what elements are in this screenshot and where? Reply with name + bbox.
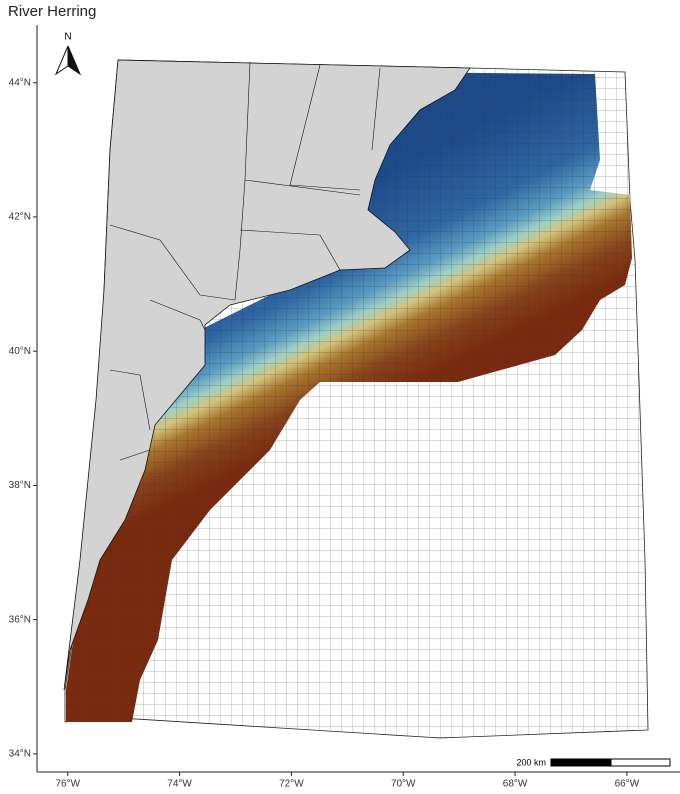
y-tick-label: 42°N	[9, 212, 31, 223]
x-tick-label: 70°W	[391, 779, 416, 790]
y-tick-label: 38°N	[9, 480, 31, 491]
map-body	[63, 59, 649, 739]
scale-bar: 200 km	[516, 757, 671, 767]
x-tick-label: 76°W	[55, 779, 80, 790]
land	[63, 59, 471, 691]
y-tick-label: 44°N	[9, 77, 31, 88]
north-label: N	[64, 32, 71, 43]
scale-label: 200 km	[516, 757, 546, 767]
north-arrow-right	[67, 45, 82, 76]
x-tick-label: 72°W	[279, 779, 304, 790]
x-tick-label: 74°W	[167, 779, 192, 790]
north-arrow: N	[54, 32, 82, 76]
y-tick-label: 40°N	[9, 346, 31, 357]
x-tick-label: 66°W	[615, 779, 640, 790]
y-tick-label: 34°N	[9, 749, 31, 760]
state-borders	[109, 61, 381, 461]
x-tick-label: 68°W	[503, 779, 528, 790]
north-arrow-left	[54, 45, 69, 76]
map-title: River Herring	[8, 3, 96, 20]
scale-segment	[550, 758, 612, 767]
y-tick-label: 36°N	[9, 614, 31, 625]
scale-segment	[610, 758, 671, 767]
